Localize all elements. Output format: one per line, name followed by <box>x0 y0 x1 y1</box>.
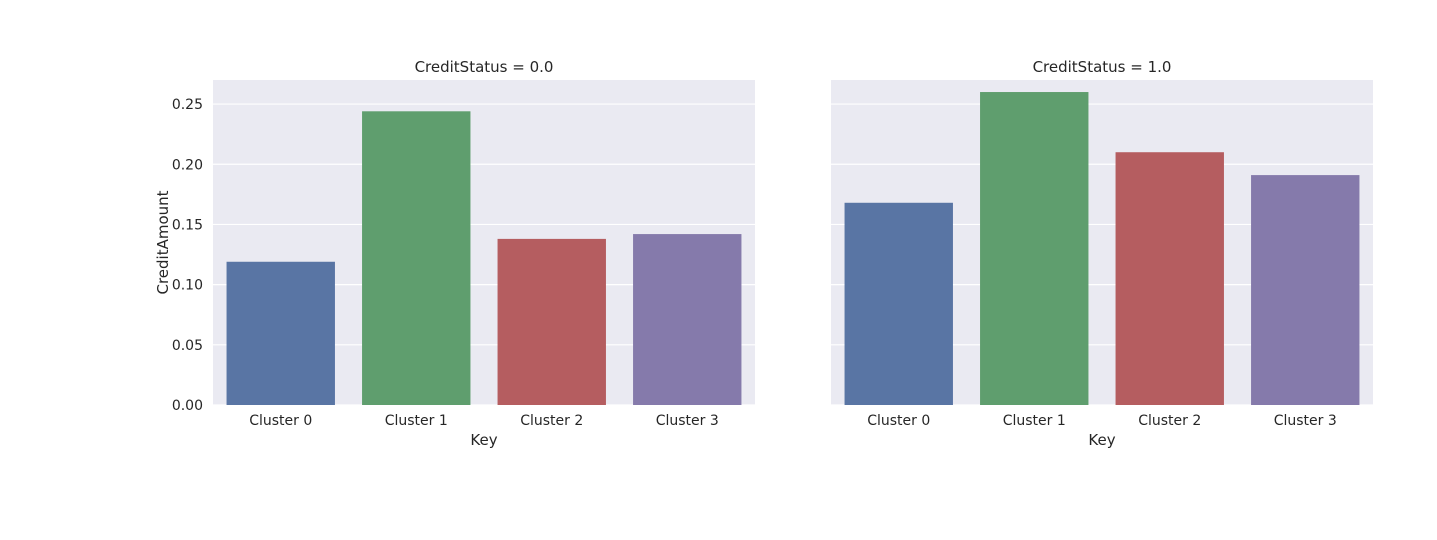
x-axis-label: Key <box>470 431 497 449</box>
bar-cluster-0 <box>844 202 953 405</box>
facet-panel-0: Cluster 0 Cluster 1 Cluster 2 Cluster 3 Cred… <box>172 58 755 449</box>
x-tick-label: Cluster 3 <box>1274 413 1337 429</box>
panel-title: CreditStatus = 0.0 <box>415 58 554 76</box>
panel-title: CreditStatus = 1.0 <box>1033 58 1172 76</box>
y-tick-label: 0.20 <box>172 157 203 173</box>
y-tick-label: 0.15 <box>172 217 203 233</box>
bar-cluster-1 <box>362 111 471 405</box>
facet-panel-1: Cluster 0 Cluster 1 Cluster 2 Cluster 3 Cred… <box>831 58 1373 449</box>
bar-cluster-3 <box>1251 175 1360 405</box>
x-tick-label: Cluster 0 <box>867 413 930 429</box>
x-tick-label: Cluster 2 <box>1138 413 1201 429</box>
y-tick-label: 0.10 <box>172 278 203 294</box>
x-tick-label: Cluster 0 <box>249 413 312 429</box>
x-tick-label: Cluster 1 <box>1003 413 1066 429</box>
x-axis-label: Key <box>1088 431 1115 449</box>
bar-cluster-2 <box>1115 152 1224 405</box>
bar-cluster-0 <box>226 261 335 405</box>
bar-cluster-2 <box>497 238 606 405</box>
x-tick-label: Cluster 2 <box>520 413 583 429</box>
bar-cluster-3 <box>633 234 742 405</box>
x-tick-label: Cluster 3 <box>656 413 719 429</box>
y-tick-label: 0.00 <box>172 398 203 414</box>
y-tick-label: 0.05 <box>172 338 203 354</box>
y-axis-label: CreditAmount <box>154 190 172 294</box>
bar-cluster-1 <box>980 92 1089 405</box>
x-tick-label: Cluster 1 <box>385 413 448 429</box>
y-tick-label: 0.25 <box>172 97 203 113</box>
